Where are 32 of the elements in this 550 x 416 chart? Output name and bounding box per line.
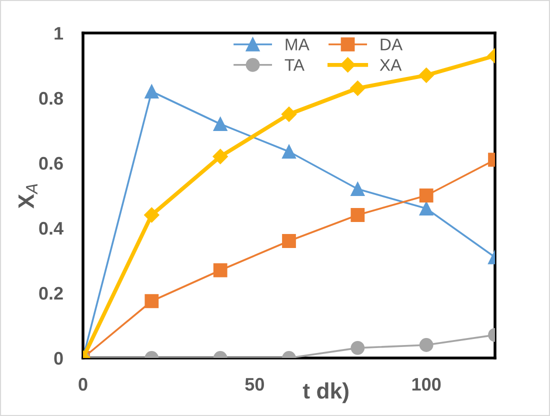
- x-tick-label: 100: [412, 378, 441, 391]
- x-axis-title: t dk): [302, 382, 348, 404]
- y-tick-label: 0: [54, 352, 63, 365]
- point: [144, 207, 160, 223]
- point: [144, 294, 159, 308]
- y-tick-label: 1: [54, 27, 64, 40]
- x-tick-label: 50: [245, 378, 264, 391]
- legend-label: DA: [380, 38, 403, 50]
- point: [350, 208, 365, 222]
- y-tick-label: 0.8: [39, 92, 64, 105]
- point: [282, 234, 296, 248]
- point: [213, 263, 228, 278]
- y-tick-label: 0.4: [39, 222, 64, 235]
- point: [350, 80, 366, 96]
- legend-label: XA: [380, 59, 402, 71]
- point: [419, 202, 434, 216]
- point: [418, 68, 434, 83]
- legend-label: MA: [286, 38, 310, 50]
- point: [419, 338, 434, 352]
- point: [282, 144, 296, 159]
- point: [144, 84, 159, 98]
- point: [281, 106, 297, 122]
- point: [212, 148, 228, 164]
- y-tick-label: 0.2: [39, 286, 63, 300]
- point: [350, 340, 365, 355]
- y-tick-label: 0.6: [39, 156, 63, 170]
- point: [419, 188, 434, 202]
- legend-label: TA: [284, 59, 304, 71]
- point: [213, 117, 228, 131]
- y-axis-title: X$_{A}$: [18, 184, 38, 209]
- x-tick-label: 0: [78, 378, 88, 391]
- point: [350, 182, 365, 196]
